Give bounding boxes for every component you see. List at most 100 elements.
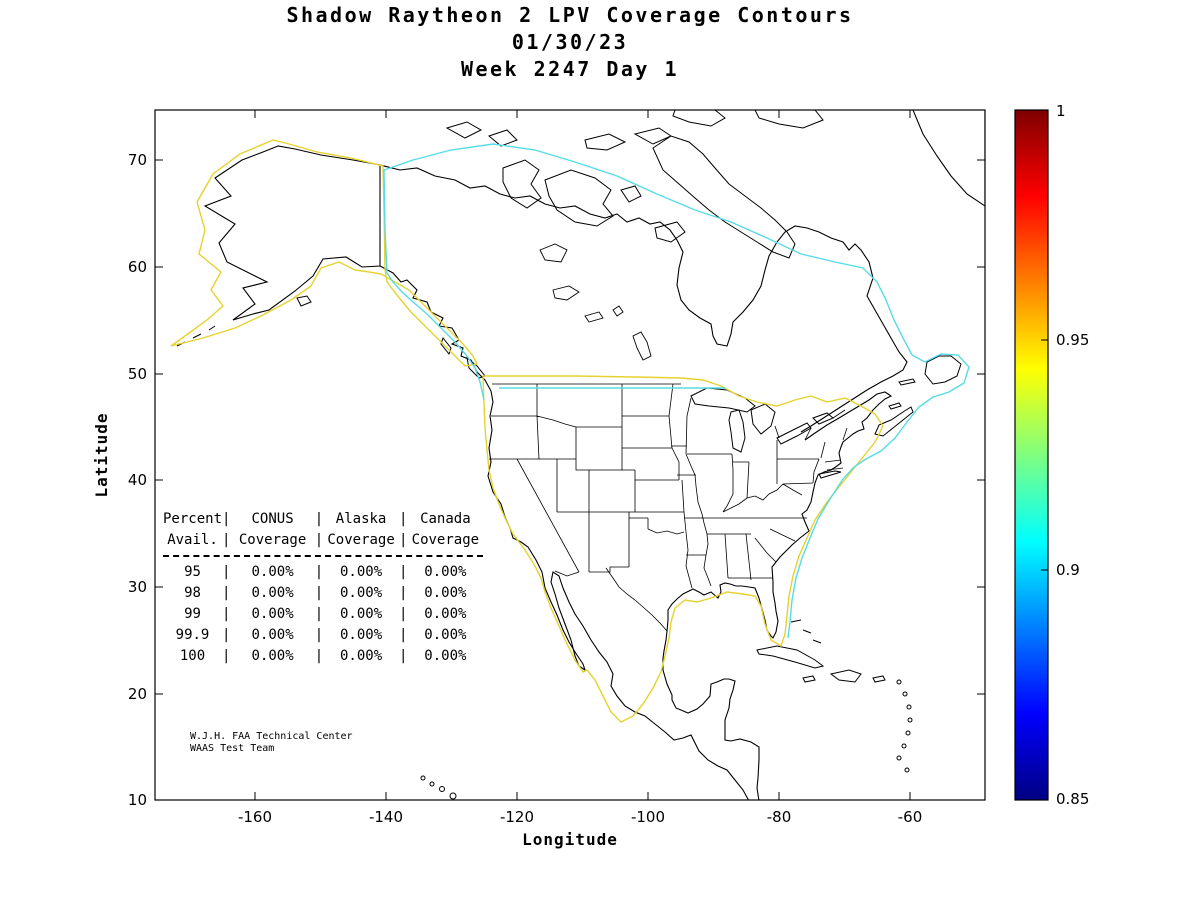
table-header-row-2: Avail. | Coverage | Coverage | Coverage: [163, 530, 483, 551]
credit-line-1: W.J.H. FAA Technical Center: [190, 731, 353, 742]
column-separator: |: [222, 532, 231, 548]
cell-conus: 0.00%: [251, 648, 294, 664]
header-alaska: Alaska: [335, 511, 387, 527]
column-separator: |: [222, 564, 231, 580]
column-separator: |: [399, 564, 408, 580]
column-separator: |: [399, 606, 408, 622]
plot-border: [154, 109, 986, 801]
cell-alaska: 0.00%: [340, 606, 383, 622]
great-lakes: [690, 387, 834, 453]
arctic-islands: [445, 110, 824, 259]
state-borders: [489, 383, 848, 632]
table-row: 100 | 0.00% | 0.00% | 0.00%: [163, 646, 483, 667]
cell-conus: 0.00%: [251, 606, 294, 622]
greenland-coastline: [912, 110, 985, 207]
map-layers: [170, 110, 985, 800]
canada-lakes: [539, 243, 652, 361]
x-axis-label: Longitude: [522, 830, 618, 849]
contour-095-alaska: [170, 139, 479, 367]
cell-alaska: 0.00%: [340, 648, 383, 664]
column-separator: |: [399, 585, 408, 601]
colorbar-gradient: [1015, 110, 1048, 800]
caribbean-islands: [756, 619, 886, 683]
atlantic-islands: [818, 355, 962, 479]
cell-conus: 0.00%: [251, 585, 294, 601]
table-row: 99 | 0.00% | 0.00% | 0.00%: [163, 604, 483, 625]
chart-title: Shadow Raytheon 2 LPV Coverage Contours: [286, 3, 853, 27]
y-axis-label: Latitude: [92, 412, 111, 497]
antilles-islands: [896, 679, 913, 773]
x-tick-label: -160: [238, 808, 272, 826]
cell-avail: 99.9: [175, 627, 210, 643]
colorbar-tick-label: 0.9: [1056, 561, 1080, 579]
column-separator: |: [314, 532, 324, 548]
header-canada: Canada: [420, 511, 471, 527]
cell-alaska: 0.00%: [340, 627, 383, 643]
y-tick-label: 30: [128, 578, 147, 596]
column-separator: |: [222, 511, 231, 527]
x-tick-label: -60: [898, 808, 923, 826]
y-tick-label: 20: [128, 685, 147, 703]
column-separator: |: [314, 511, 324, 527]
cell-avail: 95: [184, 564, 201, 580]
chart-week-day: Week 2247 Day 1: [461, 57, 679, 81]
cell-canada: 0.00%: [424, 606, 467, 622]
hawaii-islands: [420, 775, 457, 800]
cell-canada: 0.00%: [424, 648, 467, 664]
colorbar-tick-label: 0.95: [1056, 331, 1089, 349]
cell-avail: 99: [184, 606, 201, 622]
table-row: 98 | 0.00% | 0.00% | 0.00%: [163, 583, 483, 604]
table-header-row-1: Percent| CONUS | Alaska | Canada: [163, 509, 483, 530]
y-tick-label: 60: [128, 258, 147, 276]
table-row: 99.9 | 0.00% | 0.00% | 0.00%: [163, 625, 483, 646]
column-separator: |: [222, 648, 231, 664]
colorbar-tick-label: 0.85: [1056, 790, 1089, 808]
column-separator: |: [314, 564, 324, 580]
header-alaska-coverage: Coverage: [327, 532, 395, 548]
contour-090-canada: [383, 143, 970, 639]
contour-095-conus: [482, 375, 884, 723]
cell-canada: 0.00%: [424, 564, 467, 580]
cell-avail: 100: [179, 648, 206, 664]
y-tick-label: 10: [128, 791, 147, 809]
column-separator: |: [399, 532, 408, 548]
column-separator: |: [222, 606, 231, 622]
credit-annotation: W.J.H. FAA Technical Center WAAS Test Te…: [190, 731, 353, 755]
x-tick-label: -80: [767, 808, 792, 826]
cell-avail: 98: [184, 585, 201, 601]
column-separator: |: [314, 585, 324, 601]
x-tick-label: -100: [631, 808, 665, 826]
header-canada-coverage: Coverage: [411, 532, 480, 548]
y-tick-label: 70: [128, 151, 147, 169]
cell-conus: 0.00%: [251, 627, 294, 643]
table-row: 95 | 0.00% | 0.00% | 0.00%: [163, 562, 483, 583]
column-separator: |: [399, 511, 408, 527]
y-tick-label: 50: [128, 365, 147, 383]
colorbar-tick-label: 1: [1056, 102, 1066, 120]
column-separator: |: [314, 627, 324, 643]
column-separator: |: [314, 606, 324, 622]
y-tick-label: 40: [128, 471, 147, 489]
coverage-table: Percent| CONUS | Alaska | Canada Avail. | Cover…: [163, 509, 484, 667]
alaska-coastline: [203, 145, 381, 321]
cell-canada: 0.00%: [424, 627, 467, 643]
column-separator: |: [314, 648, 324, 664]
column-separator: |: [222, 585, 231, 601]
axis-tick-marks: [155, 110, 985, 800]
header-conus: CONUS: [251, 511, 294, 527]
east-coastline: [662, 391, 893, 800]
x-tick-label: -140: [369, 808, 403, 826]
x-tick-label: -120: [500, 808, 534, 826]
column-separator: |: [222, 627, 231, 643]
colorbar-border: [1014, 109, 1049, 801]
header-percent: Percent: [163, 511, 223, 527]
header-avail: Avail.: [167, 532, 218, 548]
colorbar-tick-marks: [1041, 339, 1048, 571]
table-divider: [163, 555, 484, 557]
column-separator: |: [399, 627, 408, 643]
north-coastline: [379, 164, 908, 433]
cell-conus: 0.00%: [251, 564, 294, 580]
pacific-islands: [176, 295, 486, 379]
